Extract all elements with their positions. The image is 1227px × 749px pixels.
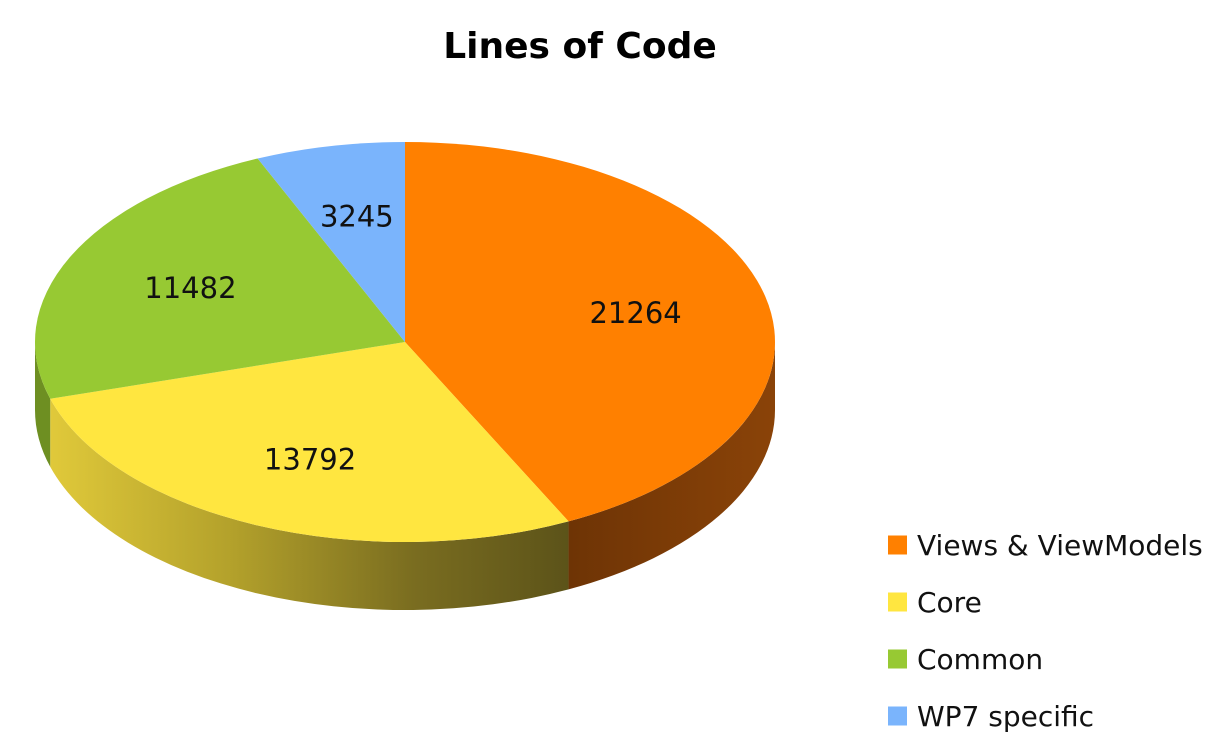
slice-label-1: 13792	[264, 442, 356, 476]
legend-swatch-1	[888, 592, 907, 612]
slice-label-0: 21264	[589, 296, 681, 330]
slice-labels: 21264 13792 11482 3245	[144, 200, 681, 477]
legend-swatch-3	[888, 706, 907, 726]
pie-slice-3	[257, 142, 405, 342]
slice-label-2: 11482	[144, 271, 236, 305]
legend-label-2: Common	[917, 643, 1043, 676]
slice-side-1	[50, 398, 569, 610]
pie-sides	[35, 342, 775, 610]
legend-label-1: Core	[917, 586, 982, 619]
pie-slices	[34, 142, 776, 543]
chart-title: Lines of Code	[443, 26, 717, 67]
slice-side-2	[35, 342, 51, 467]
legend-label-0: Views & ViewModels	[917, 529, 1203, 562]
legend-label-3: WP7 specific	[917, 700, 1094, 733]
slice-side-0	[568, 342, 775, 590]
slice-label-3: 3245	[320, 200, 394, 234]
legend-swatch-2	[888, 649, 907, 669]
pie-slice-2	[34, 158, 405, 399]
legend: Views & ViewModels Core Common WP7 specific	[888, 529, 1203, 733]
pie-slice-0	[405, 142, 776, 522]
pie-slice-1	[50, 342, 569, 543]
legend-swatch-0	[888, 535, 907, 555]
